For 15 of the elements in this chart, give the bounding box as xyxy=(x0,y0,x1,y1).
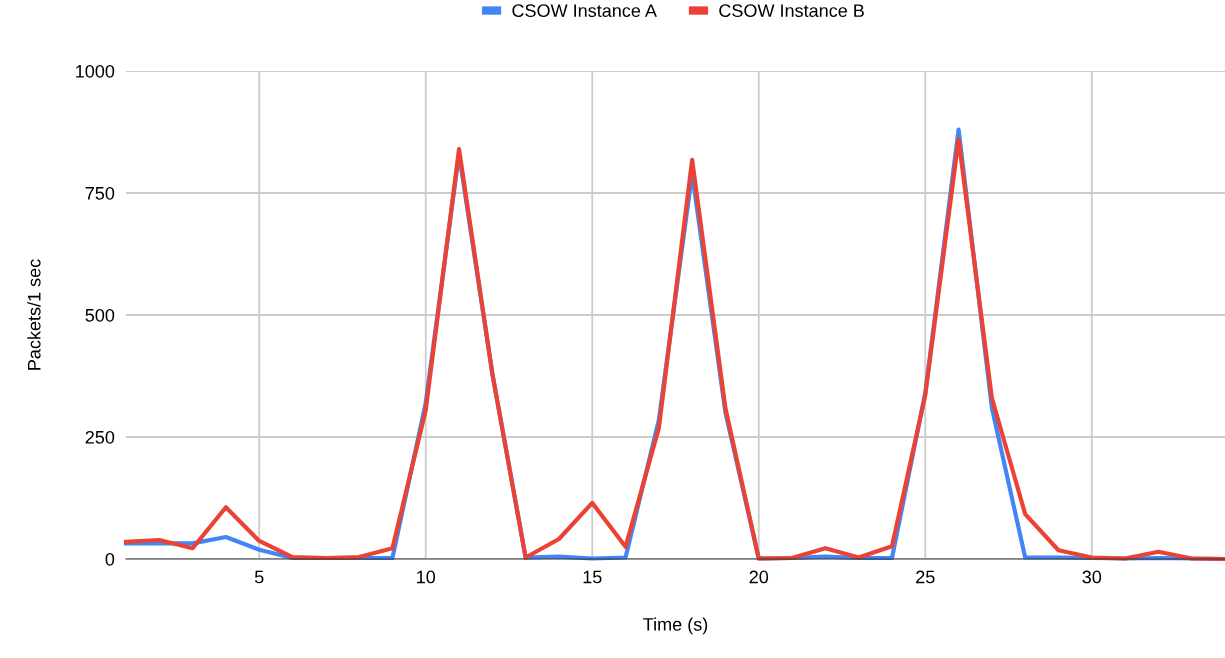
x-tick-label: 20 xyxy=(749,570,769,584)
x-axis-title: Time (s) xyxy=(643,617,708,635)
y-tick-label: 750 xyxy=(85,186,115,200)
y-axis-title: Packets/1 sec xyxy=(27,259,41,370)
y-tick-label: 0 xyxy=(105,552,115,566)
x-tick-label: 5 xyxy=(254,570,264,584)
x-tick-label: 15 xyxy=(583,570,602,584)
x-tick-label: 30 xyxy=(1082,570,1102,584)
y-tick-label: 250 xyxy=(85,430,115,444)
y-tick-label: 1000 xyxy=(76,64,115,78)
legend-label: CSOW Instance B xyxy=(719,4,864,18)
x-tick-label: 10 xyxy=(417,570,436,584)
x-tick-label: 25 xyxy=(916,570,935,584)
y-tick-label: 500 xyxy=(85,308,115,322)
legend-label: CSOW Instance A xyxy=(512,4,657,18)
